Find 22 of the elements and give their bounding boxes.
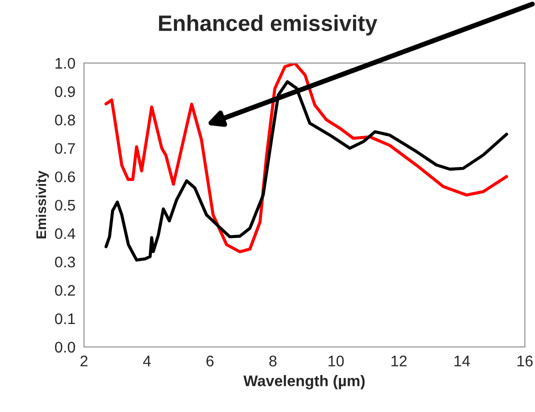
y-tick-label: 0.8 — [55, 114, 75, 126]
chart-title: Enhanced emissivity — [159, 14, 378, 36]
y-tick-label: 0.4 — [55, 228, 76, 240]
y-tick-label: 0.0 — [55, 342, 76, 353]
x-tick-label: 4 — [143, 356, 151, 366]
y-tick-label: 0.7 — [55, 143, 75, 154]
y-tick-label: 0.2 — [55, 285, 75, 296]
y-tick-label: 0.1 — [55, 313, 75, 324]
x-tick-label: 6 — [206, 356, 214, 366]
x-tick-label: 10 — [328, 356, 344, 366]
x-tick-label: 14 — [454, 356, 470, 366]
x-tick-label: 16 — [518, 356, 533, 366]
y-axis-title: Emissivity — [36, 170, 49, 238]
y-tick-label: 1.0 — [56, 58, 76, 69]
y-tick-label: 0.5 — [55, 200, 76, 211]
x-tick-label: 2 — [80, 356, 88, 366]
y-tick-label: 0.9 — [55, 86, 75, 98]
y-tick-label: 0.6 — [55, 171, 75, 182]
x-axis-title: Wavelength (µm) — [243, 375, 365, 390]
x-tick-label: 12 — [392, 356, 407, 366]
y-tick-label: 0.3 — [55, 256, 75, 268]
x-tick-label: 8 — [269, 356, 277, 366]
